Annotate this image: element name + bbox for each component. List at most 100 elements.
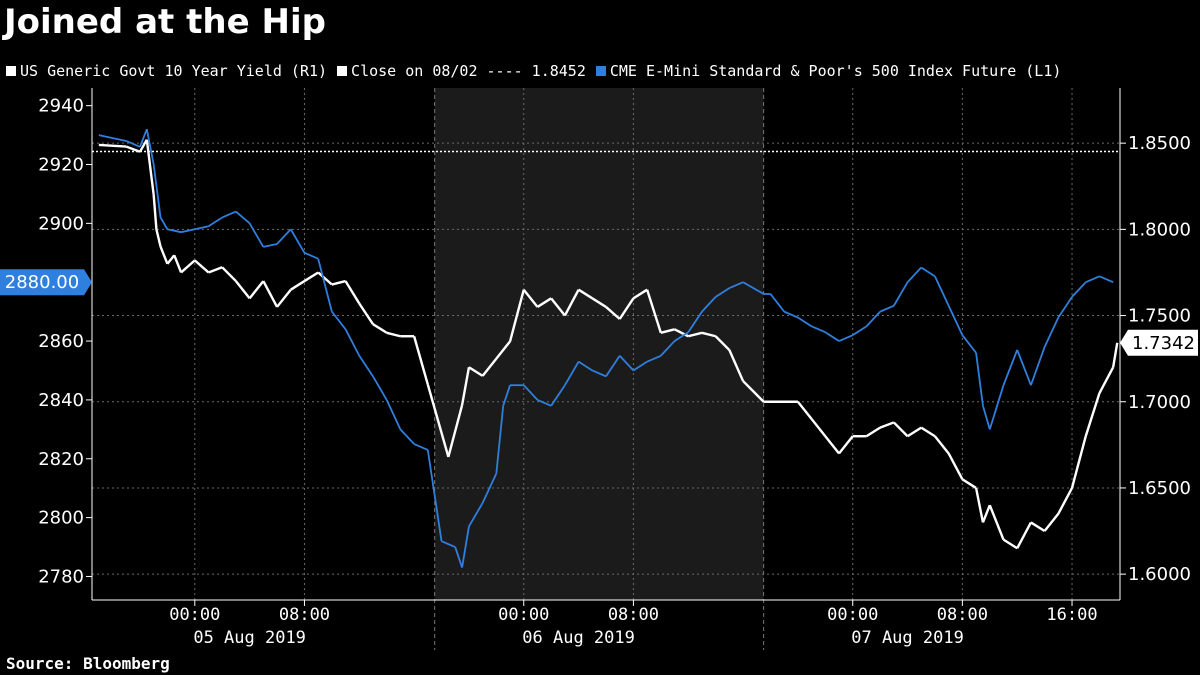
x-tick-label: 00:00 bbox=[498, 605, 549, 625]
series-segment bbox=[276, 288, 292, 308]
series-segment bbox=[591, 297, 607, 308]
left-tick-label: 2780 bbox=[38, 566, 84, 587]
series-segment bbox=[660, 340, 676, 357]
series-segment bbox=[920, 426, 936, 438]
series-segment bbox=[578, 360, 593, 372]
series-segment bbox=[687, 331, 703, 338]
series-segment bbox=[502, 384, 511, 407]
x-tick-label: 08:00 bbox=[608, 605, 659, 625]
series-segment bbox=[454, 546, 463, 568]
legend-swatch-yield bbox=[6, 66, 16, 76]
series-segment bbox=[166, 254, 176, 265]
right-last-value-label: 1.7342 bbox=[1132, 333, 1195, 354]
series-segment bbox=[139, 128, 148, 148]
series-segment bbox=[865, 426, 881, 438]
series-segment bbox=[632, 360, 648, 372]
series-segment bbox=[824, 331, 840, 342]
series-segment bbox=[714, 335, 731, 351]
left-tick-label: 2920 bbox=[38, 155, 84, 176]
series-segment bbox=[645, 289, 662, 334]
series-segment bbox=[838, 334, 854, 342]
right-tick-label: 1.8500 bbox=[1128, 133, 1191, 154]
chart-title: Joined at the Hip bbox=[4, 2, 326, 42]
series-segment bbox=[1016, 521, 1032, 549]
series-spx-future bbox=[98, 128, 1114, 568]
series-segment bbox=[386, 331, 401, 338]
series-segment bbox=[742, 380, 765, 403]
x-day-label: 07 Aug 2019 bbox=[851, 628, 964, 648]
series-segment bbox=[974, 487, 985, 523]
series-segment bbox=[159, 217, 169, 230]
series-segment bbox=[208, 216, 223, 228]
series-segment bbox=[167, 228, 182, 234]
series-segment bbox=[194, 259, 210, 274]
series-segment bbox=[1084, 392, 1101, 437]
right-last-value-badge bbox=[1120, 329, 1198, 356]
series-segment bbox=[412, 335, 429, 385]
left-tick-label: 2940 bbox=[38, 96, 84, 117]
right-tick-label: 1.7000 bbox=[1128, 392, 1191, 413]
series-segment bbox=[865, 311, 881, 327]
series-segment bbox=[1057, 487, 1074, 515]
series-segment bbox=[975, 352, 984, 406]
series-segment bbox=[1070, 435, 1087, 489]
series-segment bbox=[982, 405, 991, 430]
series-segment bbox=[797, 316, 813, 328]
series-segment bbox=[248, 222, 265, 248]
chart-legend: US Generic Govt 10 Year Yield (R1) Close… bbox=[6, 61, 1071, 81]
series-segment bbox=[208, 266, 223, 274]
shaded-session bbox=[434, 88, 764, 600]
right-tick-label: 1.8000 bbox=[1128, 219, 1191, 240]
legend-swatch-close bbox=[337, 66, 348, 76]
series-segment bbox=[981, 504, 991, 523]
series-segment bbox=[728, 349, 745, 382]
series-segment bbox=[618, 297, 635, 320]
series-segment bbox=[385, 399, 402, 430]
series-segment bbox=[729, 281, 744, 289]
series-segment bbox=[1057, 296, 1073, 319]
series-segment bbox=[934, 435, 950, 455]
x-tick-label: 16:00 bbox=[1046, 605, 1097, 625]
series-segment bbox=[152, 164, 162, 218]
series-segment bbox=[536, 297, 552, 308]
x-day-label: 06 Aug 2019 bbox=[522, 628, 635, 648]
series-segment bbox=[173, 254, 183, 273]
series-segment bbox=[98, 134, 127, 142]
series-segment bbox=[1111, 342, 1119, 368]
series-segment bbox=[564, 361, 580, 386]
series-segment bbox=[358, 355, 374, 377]
left-tick-label: 2800 bbox=[38, 508, 84, 529]
series-segment bbox=[276, 228, 292, 245]
series-segment bbox=[687, 311, 703, 333]
series-segment bbox=[263, 243, 278, 248]
series-segment bbox=[1030, 346, 1046, 386]
series-segment bbox=[1071, 281, 1087, 298]
series-segment bbox=[331, 311, 347, 330]
legend-swatch-spx bbox=[595, 66, 606, 76]
series-segment bbox=[481, 473, 498, 504]
series-segment bbox=[577, 288, 593, 300]
series-segment bbox=[920, 266, 936, 278]
series-segment bbox=[304, 251, 319, 260]
series-segment bbox=[194, 225, 209, 231]
series-segment bbox=[262, 280, 279, 308]
series-segment bbox=[646, 354, 662, 363]
series-segment bbox=[331, 279, 346, 286]
series-segment bbox=[1016, 349, 1032, 386]
series-segment bbox=[145, 139, 155, 196]
x-tick-label: 08:00 bbox=[279, 605, 330, 625]
series-segment bbox=[550, 384, 566, 407]
x-tick-label: 08:00 bbox=[937, 605, 988, 625]
series-segment bbox=[468, 366, 484, 377]
series-segment bbox=[537, 399, 552, 407]
right-tick-label: 1.6000 bbox=[1128, 564, 1191, 585]
series-segment bbox=[290, 280, 306, 291]
series-segment bbox=[461, 526, 470, 568]
series-segment bbox=[495, 405, 505, 474]
left-last-value-label: 2880.00 bbox=[5, 272, 79, 293]
right-tick-label: 1.6500 bbox=[1128, 478, 1191, 499]
series-segment bbox=[947, 452, 964, 480]
series-segment bbox=[125, 145, 141, 153]
series-segment bbox=[879, 304, 895, 313]
